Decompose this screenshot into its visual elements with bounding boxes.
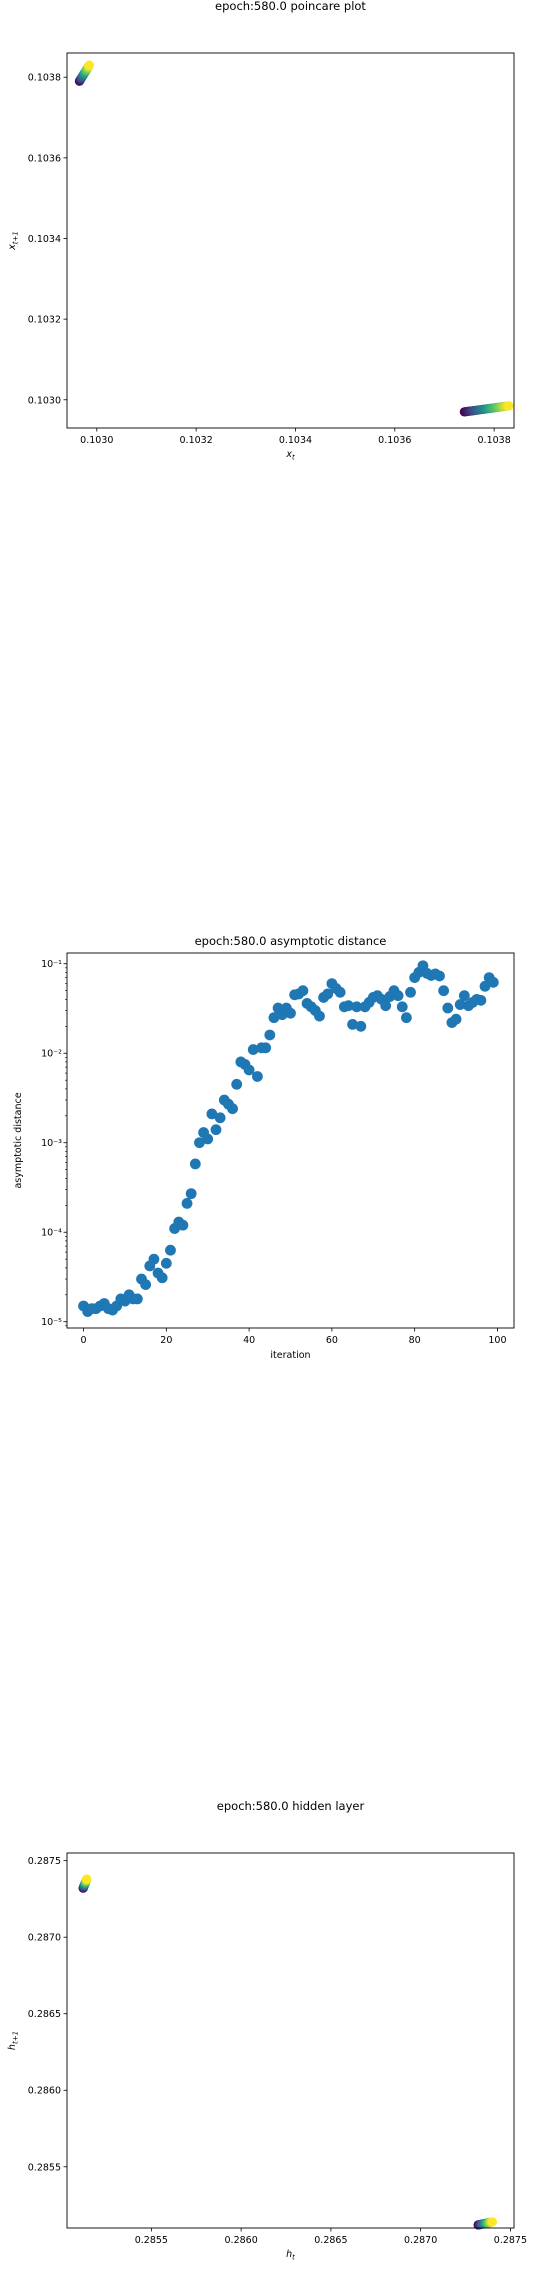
- y-tick-label: 0.2870: [28, 1933, 61, 1944]
- x-tick-label: 0.1034: [279, 435, 312, 446]
- data-point: [380, 1000, 392, 1012]
- data-point: [487, 2217, 498, 2227]
- y-tick-label: 0.2865: [28, 2009, 61, 2020]
- x-tick-label: 0.2875: [494, 2235, 527, 2246]
- x-tick-label: 100: [488, 1335, 506, 1346]
- data-point: [131, 1293, 143, 1305]
- data-point: [202, 1133, 214, 1145]
- data-point: [442, 1002, 454, 1014]
- x-tick-label: 0.1036: [378, 435, 411, 446]
- y-tick-label: 10⁻²: [41, 1049, 62, 1060]
- x-tick-label: 20: [160, 1335, 172, 1346]
- data-point: [322, 988, 334, 1000]
- y-tick-label: 0.2875: [28, 1856, 61, 1867]
- x-tick-label: 0.2870: [404, 2235, 437, 2246]
- y-tick-label: 0.1030: [28, 395, 61, 406]
- data-point: [355, 1020, 367, 1032]
- data-point: [343, 1000, 354, 1012]
- x-tick-label: 0.2865: [314, 2235, 347, 2246]
- data-point: [351, 1001, 363, 1013]
- data-point: [160, 1257, 172, 1269]
- y-axis-label: asymptotic distance: [13, 1092, 24, 1188]
- data-point: [227, 1103, 238, 1115]
- chart-title-0: epoch:580.0 poincare plot: [215, 0, 366, 13]
- y-axis-label: ht+1: [7, 2031, 20, 2050]
- y-tick-label: 0.1036: [28, 153, 61, 164]
- x-tick-label: 40: [243, 1335, 255, 1346]
- data-point: [243, 1064, 255, 1076]
- data-point: [194, 1137, 205, 1149]
- x-tick-label: 80: [409, 1335, 421, 1346]
- x-axis-label: iteration: [270, 1350, 310, 1361]
- data-point: [156, 1272, 168, 1284]
- chart-title-1: epoch:580.0 asymptotic distance: [195, 934, 387, 948]
- data-point: [405, 986, 416, 998]
- x-tick-label: 0.2860: [225, 2235, 258, 2246]
- plot-frame-1: [66, 952, 515, 1329]
- data-point: [140, 1279, 152, 1290]
- data-point: [189, 1158, 201, 1170]
- y-axis-label: xt+1: [7, 231, 20, 251]
- data-point: [450, 1013, 462, 1025]
- data-point: [84, 60, 94, 70]
- data-point: [231, 1078, 243, 1090]
- chart-title-2: epoch:580.0 hidden layer: [217, 1799, 365, 1813]
- data-point: [314, 1010, 325, 1022]
- data-point: [297, 985, 309, 997]
- data-point: [347, 1019, 358, 1030]
- x-tick-label: 0.1038: [478, 435, 511, 446]
- data-point: [454, 999, 466, 1010]
- x-tick-label: 60: [326, 1335, 338, 1346]
- data-point: [165, 1244, 176, 1256]
- y-tick-label: 10⁻⁵: [41, 1317, 62, 1328]
- y-tick-label: 10⁻⁴: [41, 1228, 62, 1239]
- data-point: [148, 1253, 160, 1265]
- data-point: [504, 401, 514, 411]
- y-tick-label: 0.2855: [28, 2162, 61, 2173]
- plot-frame-2: [66, 1852, 515, 2229]
- data-point: [458, 990, 470, 1002]
- y-tick-label: 10⁻³: [41, 1138, 62, 1149]
- y-tick-label: 10⁻¹: [41, 959, 62, 970]
- data-point: [268, 1012, 280, 1024]
- data-point: [210, 1124, 222, 1136]
- data-point: [181, 1198, 193, 1209]
- data-point: [82, 1874, 92, 1884]
- data-point: [251, 1071, 263, 1082]
- data-point: [214, 1112, 226, 1124]
- data-point: [334, 986, 346, 998]
- data-point: [260, 1042, 272, 1054]
- data-point: [400, 1012, 412, 1024]
- data-point: [475, 994, 487, 1006]
- y-tick-label: 0.1038: [28, 73, 61, 84]
- x-tick-label: 0.2855: [135, 2235, 168, 2246]
- data-point: [185, 1188, 197, 1200]
- data-point: [487, 976, 499, 988]
- data-point: [434, 970, 445, 982]
- data-point: [177, 1219, 189, 1231]
- y-tick-label: 0.2860: [28, 2086, 61, 2097]
- x-tick-label: 0: [81, 1335, 87, 1346]
- y-tick-label: 0.1034: [28, 234, 61, 245]
- data-point: [285, 1007, 296, 1019]
- data-point: [206, 1108, 218, 1120]
- data-point: [479, 980, 491, 992]
- x-axis-label: ht: [286, 2249, 295, 2262]
- data-point: [438, 985, 450, 997]
- data-point: [392, 990, 404, 1002]
- x-axis-label: xt: [285, 449, 295, 462]
- data-point: [264, 1029, 276, 1041]
- x-tick-label: 0.1032: [180, 435, 213, 446]
- data-point: [396, 1001, 408, 1013]
- y-tick-label: 0.1032: [28, 315, 61, 326]
- x-tick-label: 0.1030: [80, 435, 113, 446]
- plot-frame-0: [66, 52, 515, 429]
- data-point: [247, 1044, 259, 1055]
